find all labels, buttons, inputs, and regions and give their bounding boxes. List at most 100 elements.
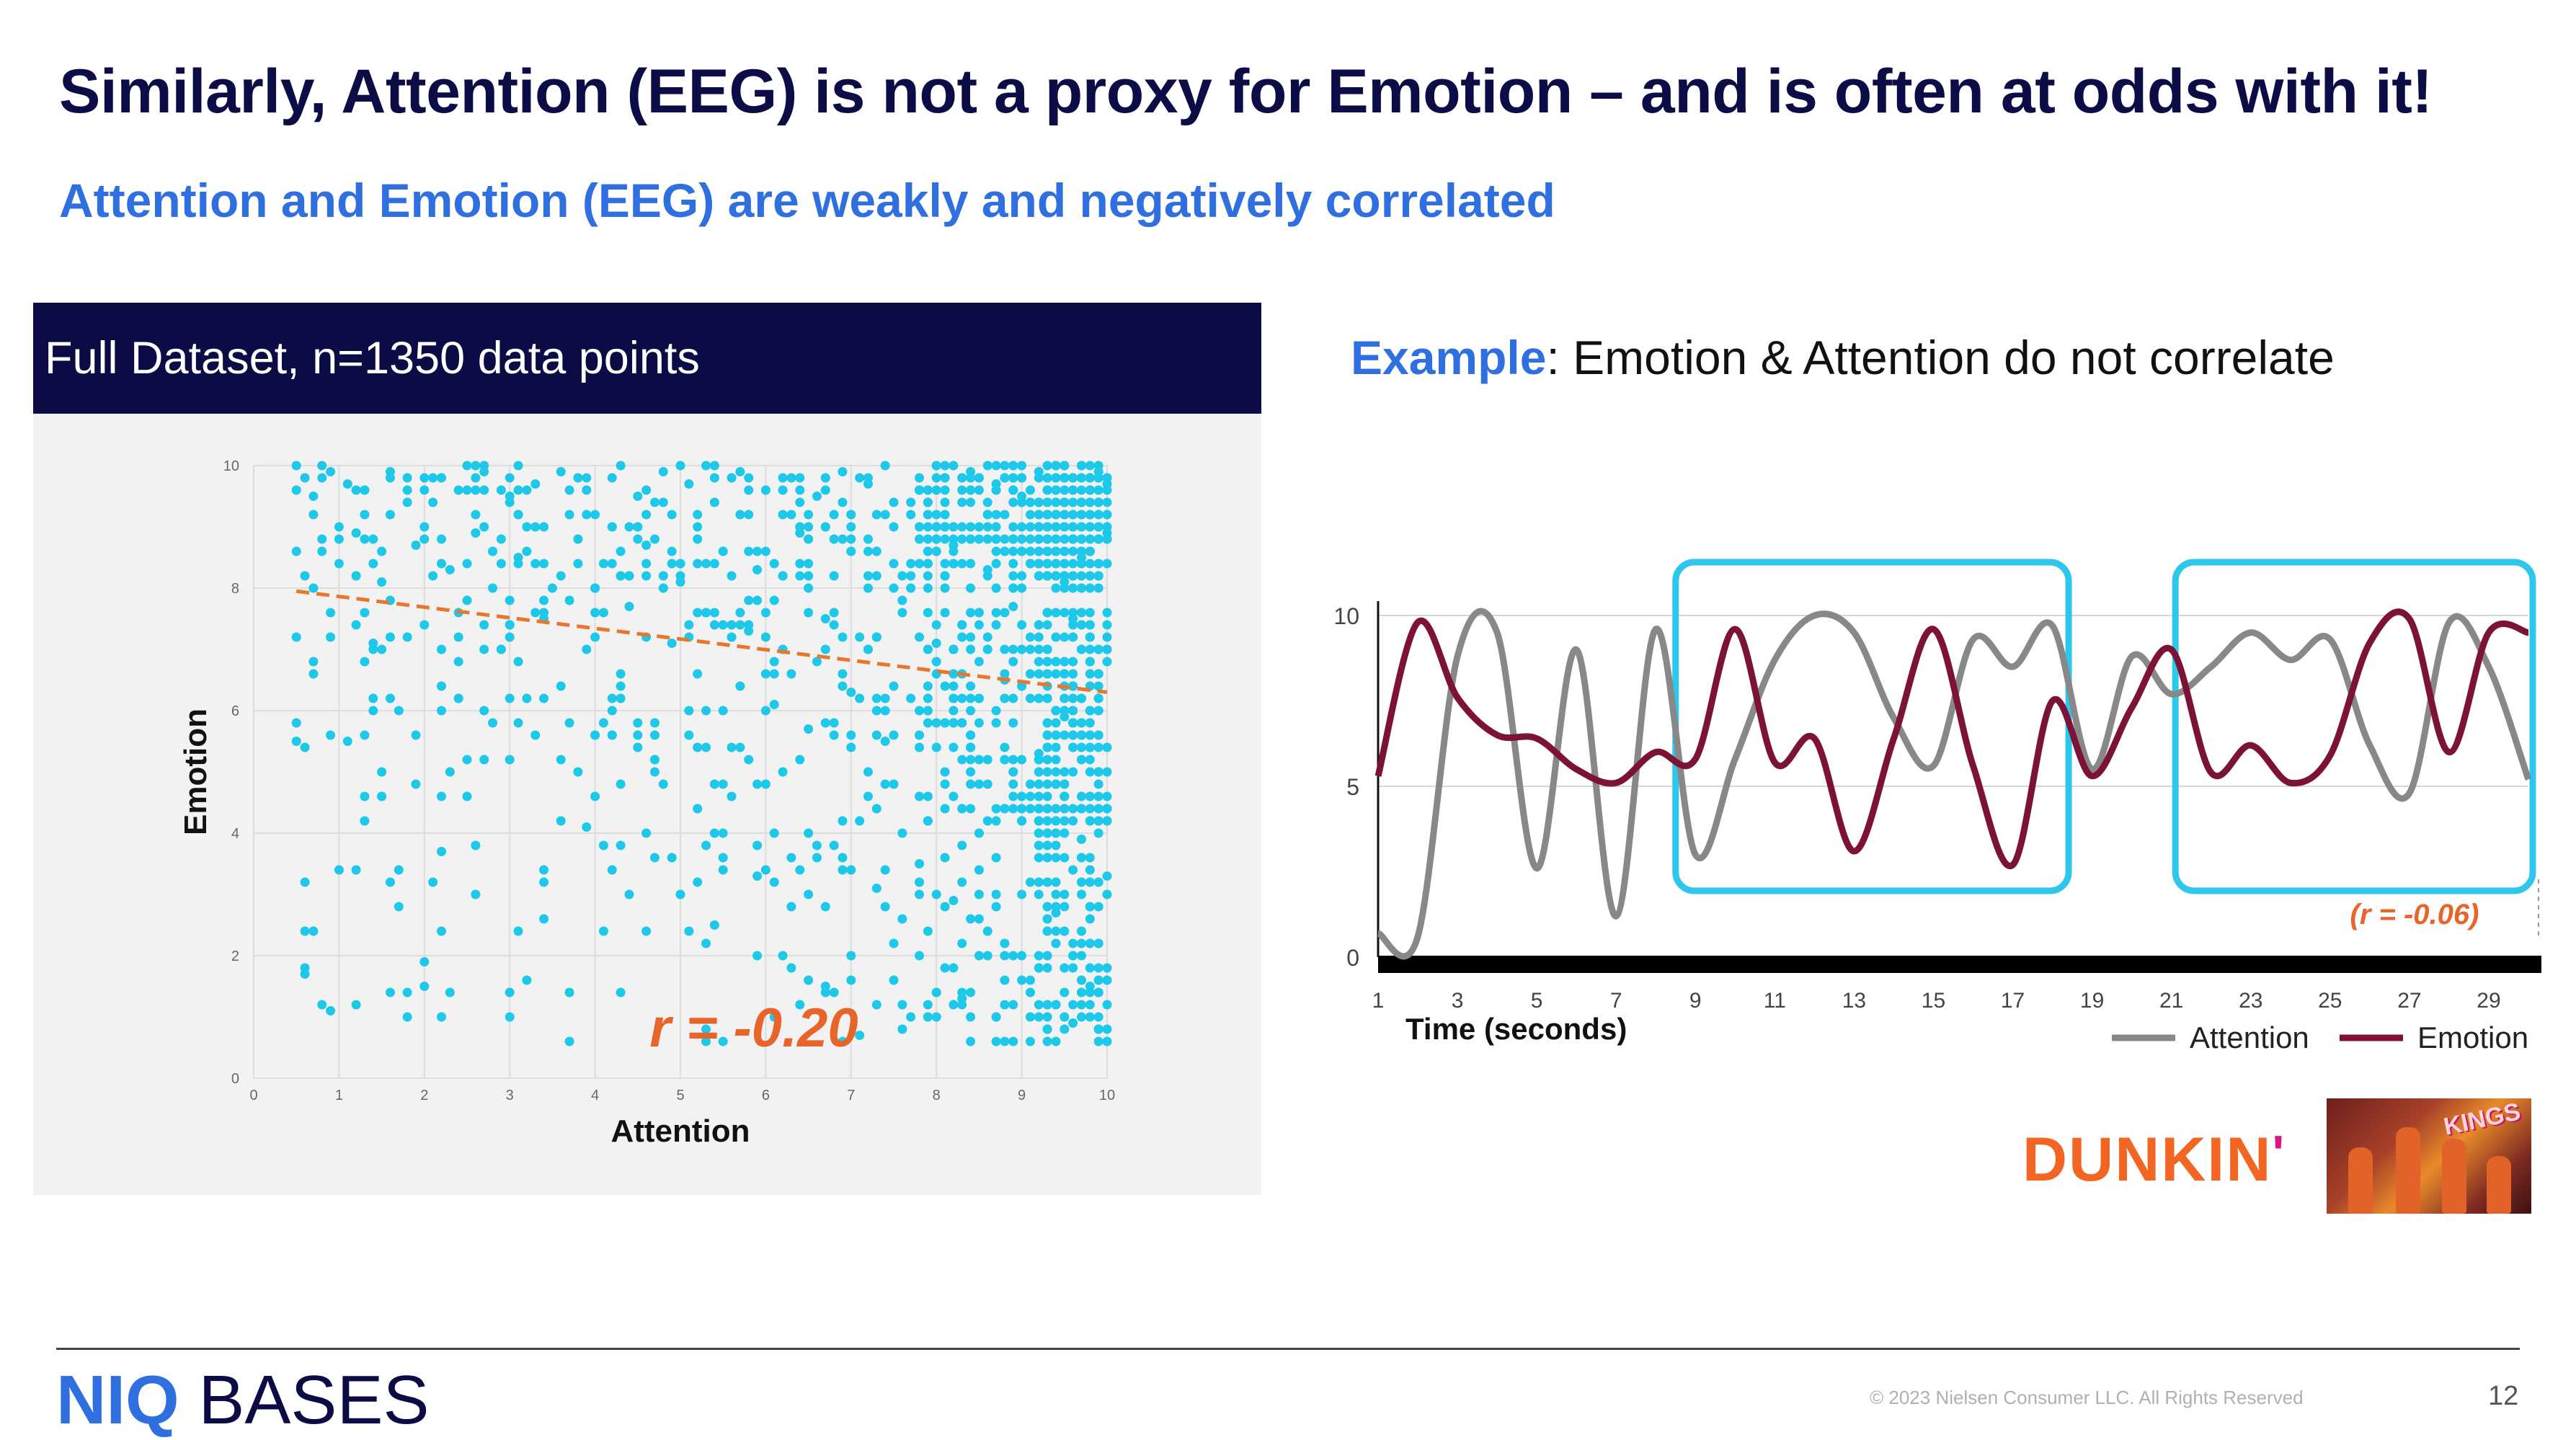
scatter-point bbox=[360, 485, 370, 495]
scatter-point bbox=[829, 534, 839, 544]
scatter-point bbox=[547, 583, 557, 593]
scatter-point bbox=[701, 706, 711, 716]
scatter-point bbox=[1025, 632, 1035, 642]
scatter-point bbox=[1068, 865, 1078, 875]
scatter-point bbox=[846, 975, 856, 985]
scatter-point bbox=[923, 1000, 933, 1010]
scatter-point bbox=[564, 718, 574, 728]
scatter-point bbox=[607, 473, 617, 483]
scatter-y-tick-label: 2 bbox=[231, 948, 239, 964]
scatter-point bbox=[419, 957, 430, 966]
scatter-point bbox=[863, 479, 873, 489]
scatter-point bbox=[1000, 1036, 1010, 1046]
scatter-point bbox=[991, 706, 1001, 716]
scatter-point bbox=[915, 473, 925, 483]
scatter-point bbox=[1017, 975, 1027, 985]
scatter-point bbox=[649, 497, 659, 507]
scatter-point bbox=[991, 1012, 1001, 1022]
scatter-point bbox=[658, 583, 668, 593]
scatter-point bbox=[1034, 816, 1044, 826]
logo-niq: NIQ bbox=[56, 1361, 179, 1439]
scatter-point bbox=[804, 828, 814, 838]
scatter-point bbox=[445, 565, 455, 574]
scatter-point bbox=[1085, 1000, 1095, 1010]
scatter-point bbox=[419, 982, 430, 991]
scatter-point bbox=[966, 804, 976, 814]
scatter-point bbox=[539, 865, 549, 875]
scatter-point bbox=[718, 779, 728, 789]
scatter-point bbox=[940, 534, 950, 544]
scatter-point bbox=[1085, 608, 1095, 618]
scatter-point bbox=[804, 608, 814, 618]
scatter-point bbox=[1000, 473, 1010, 483]
scatter-point bbox=[1042, 791, 1052, 801]
scatter-point bbox=[1042, 755, 1052, 765]
scatter-point bbox=[820, 522, 830, 532]
scatter-point bbox=[1093, 902, 1103, 912]
scatter-point bbox=[428, 473, 438, 483]
scatter-point bbox=[889, 522, 899, 532]
scatter-point bbox=[505, 987, 515, 997]
scatter-point bbox=[590, 510, 600, 520]
scatter-point bbox=[488, 546, 498, 556]
scatter-point bbox=[1008, 693, 1018, 703]
scatter-point bbox=[1085, 632, 1095, 642]
scatter-point bbox=[940, 485, 950, 495]
scatter-point bbox=[1008, 497, 1018, 507]
scatter-point bbox=[1093, 1012, 1103, 1022]
scatter-point bbox=[923, 534, 933, 544]
scatter-point bbox=[1025, 669, 1035, 679]
scatter-point bbox=[556, 571, 566, 581]
scatter-point bbox=[513, 553, 523, 562]
scatter-point bbox=[1008, 1036, 1018, 1046]
scatter-point bbox=[1102, 816, 1112, 826]
scatter-point bbox=[496, 534, 506, 544]
scatter-point bbox=[1102, 871, 1112, 881]
scatter-point bbox=[1025, 522, 1035, 532]
scatter-point bbox=[1017, 804, 1027, 814]
scatter-point bbox=[496, 485, 506, 495]
scatter-point bbox=[931, 718, 941, 728]
scatter-point bbox=[1076, 987, 1086, 997]
scatter-point bbox=[1060, 816, 1070, 826]
scatter-point bbox=[1060, 926, 1070, 936]
scatter-point bbox=[871, 546, 881, 556]
scatter-point bbox=[513, 926, 523, 936]
scatter-point bbox=[931, 742, 941, 752]
scatter-point bbox=[1017, 889, 1027, 899]
scatter-point bbox=[923, 1012, 933, 1022]
scatter-point bbox=[957, 522, 967, 532]
scatter-point bbox=[1076, 718, 1086, 728]
scatter-point bbox=[607, 559, 617, 569]
scatter-point bbox=[462, 755, 472, 765]
scatter-point bbox=[291, 718, 301, 728]
scatter-point bbox=[915, 730, 925, 740]
scatter-x-tick-label: 3 bbox=[506, 1088, 514, 1103]
right-heading: Example: Emotion & Attention do not corr… bbox=[1351, 330, 2335, 385]
scatter-point bbox=[436, 791, 446, 801]
scatter-point bbox=[769, 559, 779, 569]
scatter-point bbox=[1051, 559, 1061, 569]
legend-label-attention: Attention bbox=[2190, 1021, 2309, 1054]
scatter-point bbox=[804, 510, 814, 520]
scatter-point bbox=[829, 987, 839, 997]
scatter-point bbox=[1068, 522, 1078, 532]
scatter-point bbox=[1042, 510, 1052, 520]
scatter-point bbox=[957, 804, 967, 814]
scatter-point bbox=[1102, 767, 1112, 777]
scatter-point bbox=[1060, 608, 1070, 618]
scatter-point bbox=[419, 473, 430, 483]
scatter-point bbox=[300, 473, 310, 483]
scatter-point bbox=[462, 485, 472, 495]
scatter-point bbox=[564, 1036, 574, 1046]
scatter-point bbox=[1051, 926, 1061, 936]
scatter-point bbox=[291, 737, 301, 746]
scatter-point bbox=[428, 497, 438, 507]
scatter-point bbox=[436, 473, 446, 483]
scatter-point bbox=[1034, 669, 1044, 679]
scatter-point bbox=[1085, 657, 1095, 667]
scatter-point bbox=[598, 718, 608, 728]
scatter-point bbox=[804, 559, 814, 569]
scatter-point bbox=[974, 828, 984, 838]
scatter-point bbox=[334, 522, 344, 532]
